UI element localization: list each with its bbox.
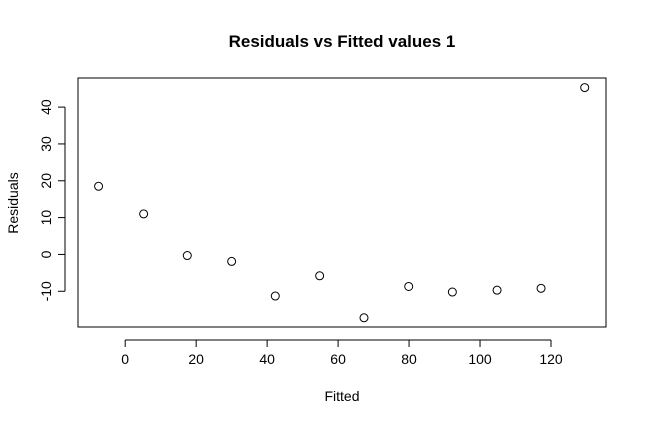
data-point bbox=[447, 287, 457, 297]
data-point bbox=[492, 285, 502, 295]
data-point bbox=[139, 209, 149, 219]
x-tick-label: 0 bbox=[121, 351, 129, 367]
x-tick-label: 20 bbox=[188, 351, 204, 367]
data-points bbox=[94, 83, 590, 323]
x-axis: 0 20 40 60 80 100 120 bbox=[121, 339, 563, 367]
data-point bbox=[315, 271, 325, 281]
y-tick-label: 30 bbox=[38, 136, 54, 152]
x-tick-label: 40 bbox=[259, 351, 275, 367]
chart-title: Residuals vs Fitted values 1 bbox=[229, 32, 456, 51]
data-point bbox=[182, 251, 192, 261]
data-point bbox=[227, 256, 237, 266]
x-tick-label: 60 bbox=[330, 351, 346, 367]
data-point bbox=[580, 83, 590, 93]
plot-frame bbox=[77, 77, 607, 328]
x-tick-label: 100 bbox=[468, 351, 492, 367]
y-tick-label: 20 bbox=[38, 173, 54, 189]
y-tick-label: -10 bbox=[38, 281, 54, 301]
y-tick-label: 10 bbox=[38, 210, 54, 226]
data-point bbox=[94, 181, 104, 191]
y-axis: -10 0 10 20 30 40 bbox=[38, 99, 66, 301]
y-axis-label: Residuals bbox=[5, 172, 21, 233]
data-point bbox=[536, 283, 546, 293]
x-tick-label: 80 bbox=[401, 351, 417, 367]
y-tick-label: 0 bbox=[38, 250, 54, 258]
y-tick-label: 40 bbox=[38, 99, 54, 115]
x-tick-label: 120 bbox=[539, 351, 563, 367]
x-axis-label: Fitted bbox=[324, 388, 359, 404]
data-point bbox=[270, 291, 280, 301]
data-point bbox=[404, 281, 414, 291]
data-point bbox=[359, 313, 369, 323]
